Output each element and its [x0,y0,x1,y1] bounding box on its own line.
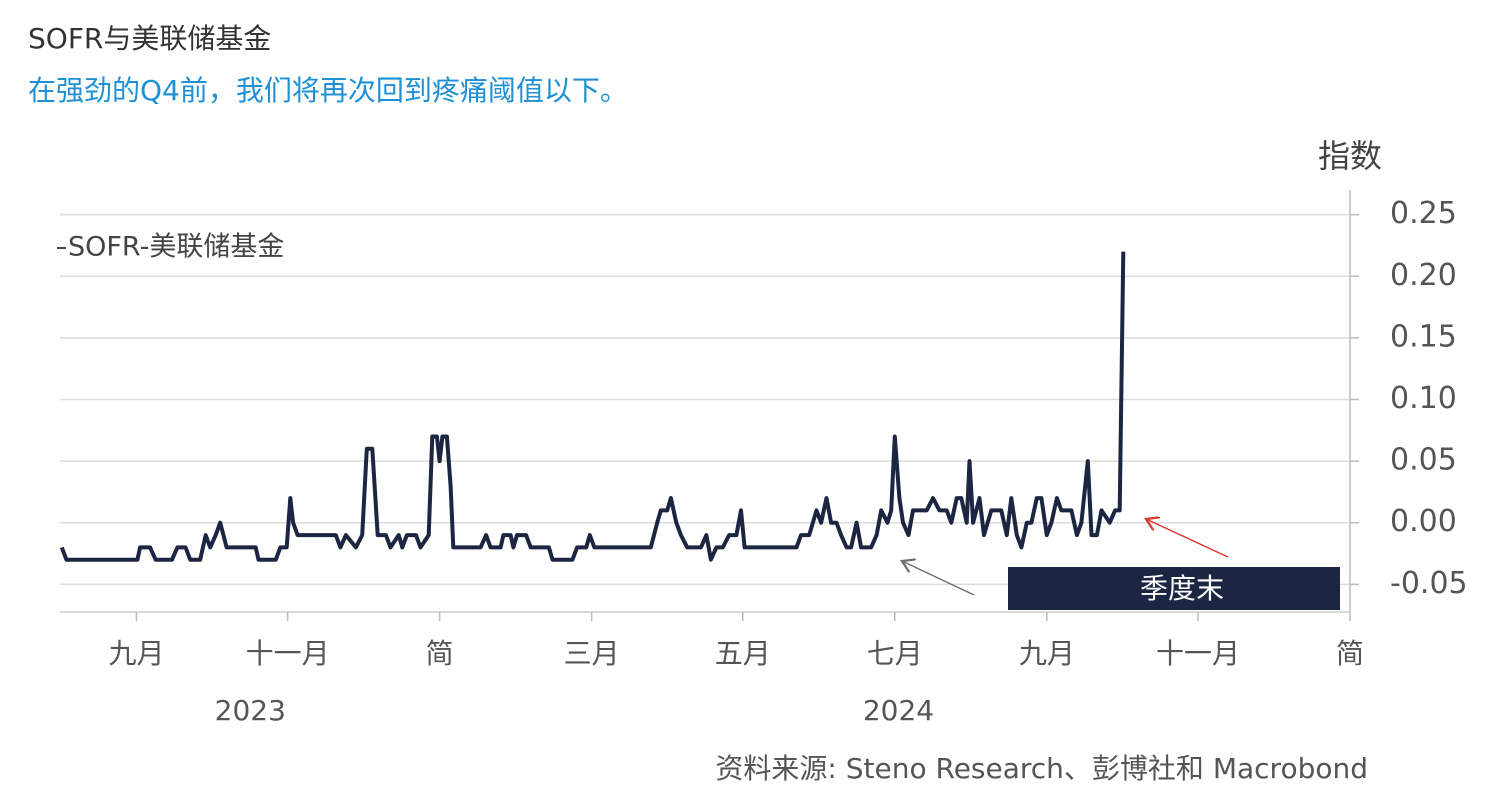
x-tick-label: 十一月 [246,637,330,670]
x-tick-label: 九月 [108,637,164,670]
chart-title: SOFR与美联储基金 [28,22,271,55]
x-tick-label: 九月 [1019,637,1075,670]
plot: -0.05 0.00 0.05 0.10 0.15 0.20 0.25 九月 十一月 简 三月 五月 七… [57,190,1468,727]
legend-label: SOFR-美联储基金 [68,232,284,263]
x-tick-label: 三月 [564,637,620,670]
arrow [902,561,975,596]
x-group-label: 2024 [863,694,934,727]
y-tick-label: 0.10 [1390,381,1457,416]
y-tick-label: -0.05 [1390,566,1468,601]
x-tick-label: 简 [426,637,454,670]
annotation-box [1008,567,1340,610]
arrow [1146,519,1229,558]
x-group-label: 2023 [215,694,286,727]
y-tick-label: 0.00 [1390,504,1457,539]
chart-subtitle: 在强劲的Q4前，我们将再次回到疼痛阈值以下。 [28,74,628,107]
series-line [59,251,1126,562]
y-tick-label: 0.15 [1390,319,1457,354]
x-tick-label: 简 [1336,637,1364,670]
source: 资料来源: Steno Research、彭博社和 Macrobond [715,752,1368,785]
y-axis-label: 指数 [1318,137,1382,175]
y-tick-label: 0.20 [1390,258,1457,293]
y-tick-label: 0.05 [1390,443,1457,478]
x-tick-label: 七月 [867,637,923,670]
x-tick-label: 五月 [715,637,771,670]
annotation: 季度末 [1140,572,1224,605]
y-tick-label: 0.25 [1390,196,1457,231]
x-tick-label: 十一月 [1156,637,1240,670]
